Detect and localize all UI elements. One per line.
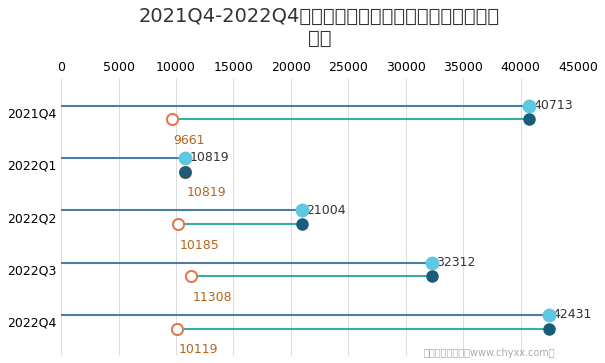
Text: 制图：智研咨询（www.chyxx.com）: 制图：智研咨询（www.chyxx.com）	[424, 348, 555, 358]
Text: 10819: 10819	[186, 186, 226, 199]
Text: 10819: 10819	[189, 151, 229, 164]
Text: 40713: 40713	[533, 99, 572, 112]
Text: 9661: 9661	[173, 134, 205, 147]
Text: 11308: 11308	[192, 291, 232, 304]
Text: 10119: 10119	[178, 343, 218, 356]
Text: 21004: 21004	[307, 204, 346, 217]
Title: 2021Q4-2022Q4陕西省城镇居民累计人均可支配收入统
计图: 2021Q4-2022Q4陕西省城镇居民累计人均可支配收入统 计图	[139, 7, 500, 48]
Text: 32312: 32312	[436, 256, 476, 269]
Text: 10185: 10185	[179, 238, 219, 252]
Text: 42431: 42431	[552, 309, 592, 321]
